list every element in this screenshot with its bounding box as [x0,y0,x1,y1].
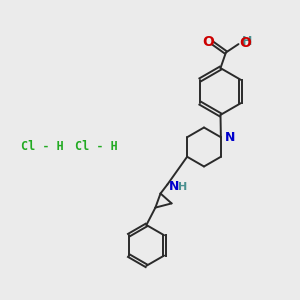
Text: O: O [202,35,214,49]
Text: N: N [224,131,235,144]
Text: N: N [169,179,179,193]
Text: Cl - H: Cl - H [21,140,64,154]
Text: H: H [178,182,187,192]
Text: H: H [242,34,253,48]
Text: O: O [239,36,251,50]
Text: Cl - H: Cl - H [75,140,118,154]
